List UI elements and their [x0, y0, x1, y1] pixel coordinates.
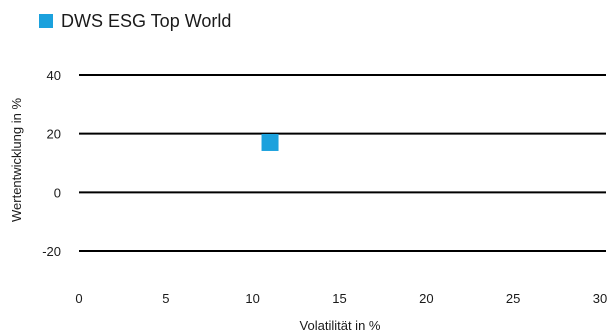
x-tick-label: 25: [506, 291, 520, 306]
data-point: [261, 133, 279, 151]
x-tick-label: 10: [245, 291, 259, 306]
x-tick-labels: 0 5 10 15 20 25 30: [75, 291, 607, 306]
legend-label: DWS ESG Top World: [61, 10, 232, 31]
x-tick-label: 0: [75, 291, 82, 306]
x-tick-label: 5: [162, 291, 169, 306]
legend-swatch: [39, 14, 53, 28]
y-axis-title: Wertentwicklung in %: [9, 98, 24, 222]
x-tick-label: 20: [419, 291, 433, 306]
gridlines: [79, 74, 606, 252]
y-tick-label: 40: [47, 68, 61, 83]
x-tick-label: 30: [593, 291, 607, 306]
y-tick-label: 0: [54, 185, 61, 200]
chart-legend: DWS ESG Top World: [39, 10, 231, 32]
x-axis-title: Volatilität in %: [300, 318, 381, 333]
y-tick-label: -20: [42, 244, 61, 259]
data-points: [261, 133, 279, 151]
y-tick-label: 20: [47, 127, 61, 142]
y-tick-labels: -20 0 20 40: [42, 68, 61, 259]
x-tick-label: 15: [332, 291, 346, 306]
